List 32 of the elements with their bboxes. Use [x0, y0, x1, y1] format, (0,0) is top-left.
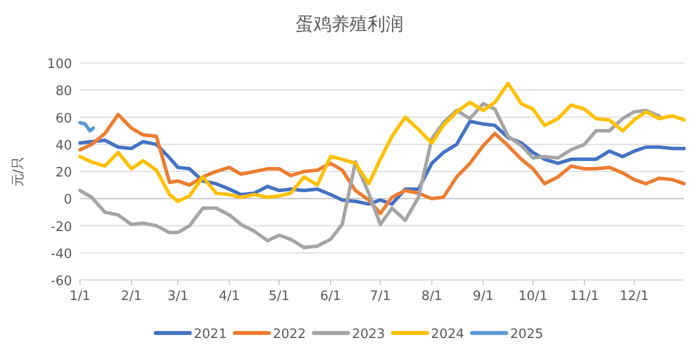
line-series	[78, 82, 686, 204]
line-series	[78, 112, 686, 216]
x-tick-label: 5/1	[268, 289, 290, 304]
x-tick-label: 12/1	[620, 289, 649, 304]
legend-label: 2024	[431, 327, 464, 342]
y-tick-label: 20	[55, 166, 72, 180]
x-tick-label: 11/1	[570, 289, 600, 304]
x-tick-label: 6/1	[320, 289, 342, 304]
y-tick-label: -60	[50, 274, 72, 289]
y-tick-label: 60	[55, 111, 72, 126]
x-tick-label: 8/1	[421, 289, 442, 304]
x-tick-label: 7/1	[370, 289, 391, 304]
legend-label: 2025	[510, 327, 544, 342]
y-tick-label: 0	[64, 192, 72, 208]
y-tick-label: 40	[55, 138, 72, 154]
chart-title: 蛋鸡养殖利润	[296, 14, 404, 35]
x-tick-label: 3/1	[167, 289, 188, 304]
y-tick-label: 100	[47, 57, 72, 72]
line-series	[78, 120, 96, 133]
line-series	[78, 102, 661, 250]
y-tick-label: -20	[50, 220, 72, 235]
y-tick-label: 80	[55, 84, 72, 100]
y-tick-label: -40	[50, 246, 72, 262]
x-tick-label: 4/1	[218, 289, 240, 304]
legend-label: 2021	[194, 327, 227, 342]
x-tick-label: 1/1	[70, 289, 90, 304]
legend-label: 2022	[272, 327, 306, 342]
legend-label: 2023	[352, 327, 386, 342]
x-tick-label: 9/1	[472, 289, 494, 304]
y-axis-title: 元/只	[11, 156, 26, 187]
x-tick-label: 2/1	[120, 289, 142, 304]
x-tick-label: 10/1	[518, 289, 548, 304]
